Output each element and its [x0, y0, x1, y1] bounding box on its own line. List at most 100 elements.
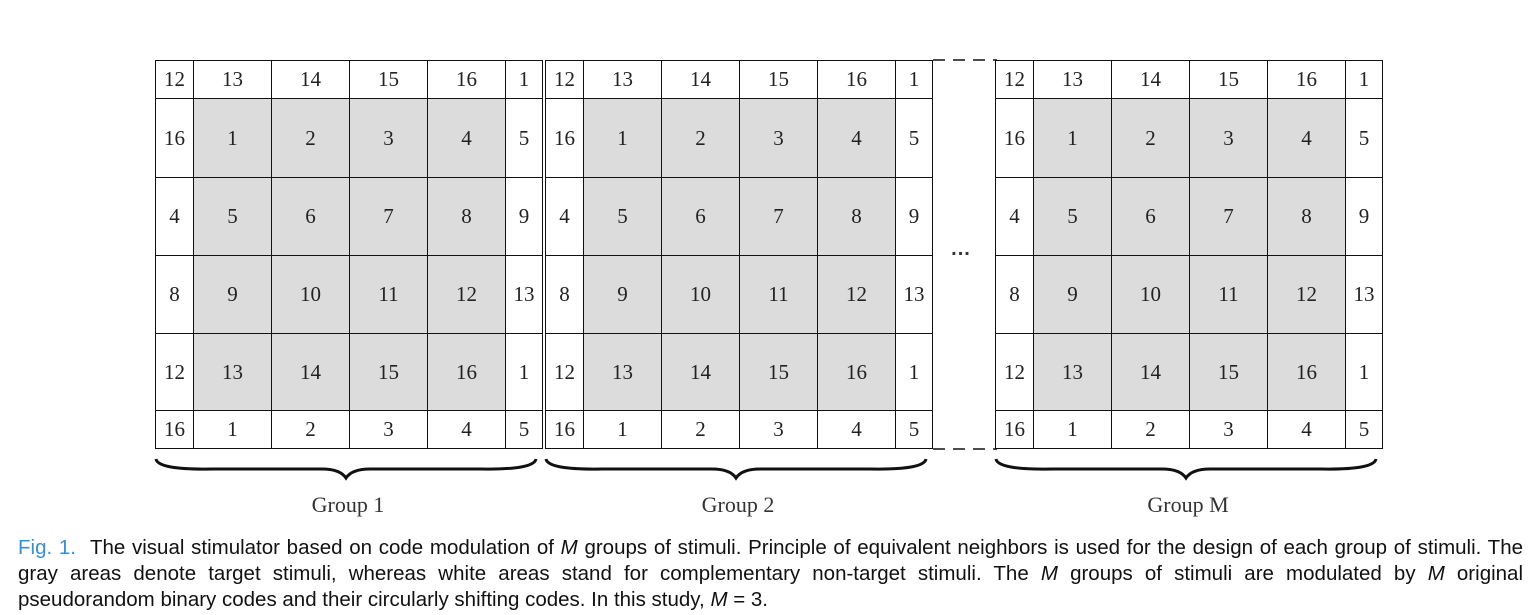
target-stimulus-cell: 6	[271, 177, 350, 256]
nontarget-stimulus-cell: 13	[505, 255, 543, 334]
nontarget-stimulus-cell: 2	[271, 410, 350, 449]
nontarget-stimulus-cell: 13	[583, 60, 662, 99]
target-stimulus-cell: 7	[1189, 177, 1268, 256]
nontarget-stimulus-cell: 1	[1345, 333, 1383, 411]
nontarget-stimulus-cell: 3	[349, 410, 428, 449]
target-stimulus-cell: 1	[1033, 98, 1112, 178]
nontarget-stimulus-cell: 2	[1111, 410, 1190, 449]
group-label-2: Group 2	[701, 492, 775, 517]
target-stimulus-cell: 1	[193, 98, 272, 178]
nontarget-stimulus-cell: 13	[895, 255, 933, 334]
target-stimulus-cell: 16	[817, 333, 896, 411]
nontarget-stimulus-cell: 12	[155, 333, 194, 411]
nontarget-stimulus-cell: 9	[505, 177, 543, 256]
nontarget-stimulus-cell: 14	[661, 60, 740, 99]
nontarget-stimulus-cell: 12	[155, 60, 194, 99]
target-stimulus-cell: 13	[193, 333, 272, 411]
brace-group-2	[544, 458, 928, 481]
nontarget-stimulus-cell: 5	[895, 410, 933, 449]
target-stimulus-cell: 12	[1267, 255, 1346, 334]
target-stimulus-cell: 15	[349, 333, 428, 411]
nontarget-stimulus-cell: 1	[895, 60, 933, 99]
figure-label: Fig. 1.	[18, 536, 76, 559]
nontarget-stimulus-cell: 15	[739, 60, 818, 99]
nontarget-stimulus-cell: 2	[661, 410, 740, 449]
target-stimulus-cell: 7	[739, 177, 818, 256]
caption-var-m: M	[710, 588, 728, 611]
target-stimulus-cell: 10	[1111, 255, 1190, 334]
stimulus-grid: 12 13 14 15 16 1 16 1 2 3 4 5 4 5 6 7 8 9 8 9 10 11 12 13 12 13 14…	[155, 60, 543, 449]
nontarget-stimulus-cell: 5	[505, 410, 543, 449]
nontarget-stimulus-cell: 9	[895, 177, 933, 256]
nontarget-stimulus-cell: 12	[995, 60, 1034, 99]
nontarget-stimulus-cell: 14	[271, 60, 350, 99]
target-stimulus-cell: 6	[1111, 177, 1190, 256]
target-stimulus-cell: 12	[817, 255, 896, 334]
target-stimulus-cell: 16	[1267, 333, 1346, 411]
nontarget-stimulus-cell: 12	[545, 333, 584, 411]
stimulus-group-2: 12 13 14 15 16 1 16 1 2 3 4 5 4 5 6 7 8 9 8 9 10 11 12 13 12 13 14…	[545, 60, 933, 449]
nontarget-stimulus-cell: 1	[505, 333, 543, 411]
nontarget-stimulus-cell: 16	[155, 98, 194, 178]
nontarget-stimulus-cell: 5	[1345, 98, 1383, 178]
nontarget-stimulus-cell: 1	[193, 410, 272, 449]
nontarget-stimulus-cell: 13	[1033, 60, 1112, 99]
target-stimulus-cell: 8	[817, 177, 896, 256]
target-stimulus-cell: 3	[349, 98, 428, 178]
target-stimulus-cell: 5	[193, 177, 272, 256]
target-stimulus-cell: 11	[349, 255, 428, 334]
brace-group-m	[994, 458, 1378, 481]
nontarget-stimulus-cell: 16	[1267, 60, 1346, 99]
dashed-connector	[933, 59, 997, 450]
nontarget-stimulus-cell: 16	[427, 60, 506, 99]
target-stimulus-cell: 3	[1189, 98, 1268, 178]
caption-text-5: = 3.	[727, 588, 768, 611]
nontarget-stimulus-cell: 13	[193, 60, 272, 99]
target-stimulus-cell: 16	[427, 333, 506, 411]
nontarget-stimulus-cell: 16	[995, 410, 1034, 449]
nontarget-stimulus-cell: 5	[505, 98, 543, 178]
brace-group-1	[154, 458, 538, 481]
target-stimulus-cell: 9	[1033, 255, 1112, 334]
nontarget-stimulus-cell: 16	[545, 410, 584, 449]
nontarget-stimulus-cell: 15	[349, 60, 428, 99]
nontarget-stimulus-cell: 12	[995, 333, 1034, 411]
caption-text-3: groups of stimuli are modulated by	[1057, 562, 1428, 585]
caption-text-1: The visual stimulator based on code modu…	[89, 536, 561, 559]
target-stimulus-cell: 15	[1189, 333, 1268, 411]
nontarget-stimulus-cell: 1	[1345, 60, 1383, 99]
stimulus-group-1: 12 13 14 15 16 1 16 1 2 3 4 5 4 5 6 7 8 9 8 9 10 11 12 13 12 13 14…	[155, 60, 543, 449]
target-stimulus-cell: 11	[739, 255, 818, 334]
target-stimulus-cell: 13	[583, 333, 662, 411]
caption-var-m: M	[560, 536, 578, 559]
target-stimulus-cell: 5	[583, 177, 662, 256]
stimulus-grid: 12 13 14 15 16 1 16 1 2 3 4 5 4 5 6 7 8 9 8 9 10 11 12 13 12 13 14…	[545, 60, 933, 449]
target-stimulus-cell: 3	[739, 98, 818, 178]
target-stimulus-cell: 4	[817, 98, 896, 178]
ellipsis: ...	[951, 238, 971, 260]
target-stimulus-cell: 10	[271, 255, 350, 334]
target-stimulus-cell: 13	[1033, 333, 1112, 411]
group-label-1: Group 1	[311, 492, 385, 517]
target-stimulus-cell: 9	[193, 255, 272, 334]
nontarget-stimulus-cell: 1	[895, 333, 933, 411]
nontarget-stimulus-cell: 4	[427, 410, 506, 449]
target-stimulus-cell: 5	[1033, 177, 1112, 256]
target-stimulus-cell: 4	[427, 98, 506, 178]
nontarget-stimulus-cell: 4	[817, 410, 896, 449]
nontarget-stimulus-cell: 13	[1345, 255, 1383, 334]
target-stimulus-cell: 8	[1267, 177, 1346, 256]
target-stimulus-cell: 14	[661, 333, 740, 411]
target-stimulus-cell: 7	[349, 177, 428, 256]
nontarget-stimulus-cell: 15	[1189, 60, 1268, 99]
nontarget-stimulus-cell: 9	[1345, 177, 1383, 256]
nontarget-stimulus-cell: 8	[155, 255, 194, 334]
nontarget-stimulus-cell: 8	[545, 255, 584, 334]
nontarget-stimulus-cell: 16	[545, 98, 584, 178]
nontarget-stimulus-cell: 1	[505, 60, 543, 99]
target-stimulus-cell: 14	[1111, 333, 1190, 411]
target-stimulus-cell: 14	[271, 333, 350, 411]
caption-text-4: original pseudorandom binary codes and t…	[18, 562, 1524, 611]
nontarget-stimulus-cell: 4	[545, 177, 584, 256]
target-stimulus-cell: 9	[583, 255, 662, 334]
